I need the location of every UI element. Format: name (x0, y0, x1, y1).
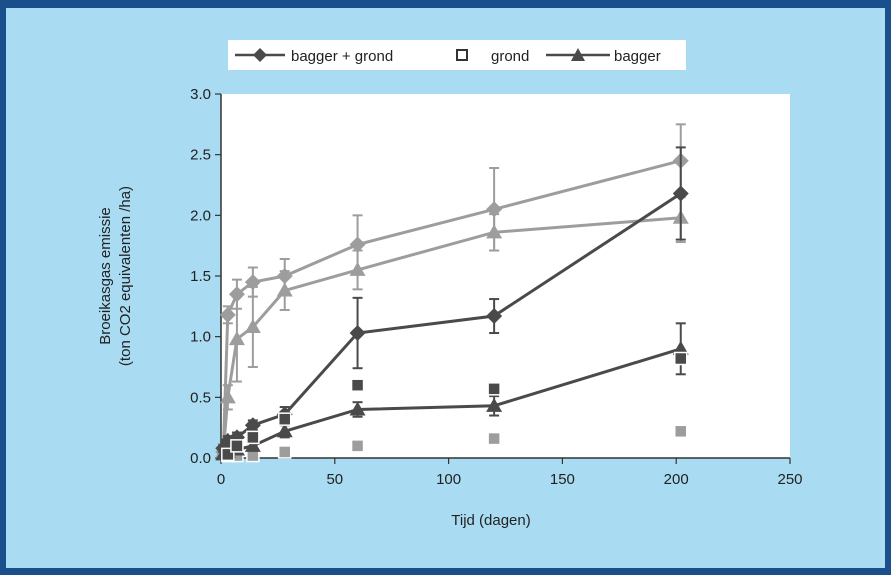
x-tick-label: 250 (777, 471, 802, 488)
data-point-diamond (349, 236, 366, 253)
data-point-square (246, 430, 260, 445)
data-point-triangle (244, 437, 261, 452)
y-axis-title-line-2: (ton CO2 equivalenten /ha) (117, 186, 134, 366)
y-tick-label: 1.0 (190, 329, 211, 346)
data-point-triangle (276, 423, 293, 438)
y-axis-title-line-1: Broeikasgas emissie (97, 207, 114, 345)
data-point-triangle (486, 224, 503, 239)
data-point-triangle (228, 331, 245, 346)
data-point-triangle (349, 401, 366, 416)
legend-marker-diamond-icon (253, 48, 267, 62)
y-tick-label: 3.0 (190, 86, 211, 103)
axes: 0 50 100 150 200 250 0.0 0.5 1.0 1.5 2.0 2.5 3.0 (190, 86, 802, 488)
plot-area (221, 94, 790, 458)
data-point-square (277, 412, 292, 426)
data-point-square (277, 445, 292, 459)
y-tick-label: 1.5 (190, 268, 211, 285)
data-point-square (350, 378, 365, 392)
data-point-diamond (486, 308, 503, 325)
data-point-triangle (349, 261, 366, 276)
y-tick-label: 0.0 (190, 450, 211, 467)
data-point-triangle (244, 318, 261, 333)
x-tick-label: 0 (217, 471, 225, 488)
data-point-triangle (276, 282, 293, 297)
y-tick-label: 2.0 (190, 207, 211, 224)
x-axis-title: Tijd (dagen) (451, 512, 530, 529)
y-tick-label: 2.5 (190, 147, 211, 164)
series-bagger-light (215, 192, 689, 458)
data-point-triangle (219, 389, 236, 404)
chart-svg: bagger + grond grond bagger 0 50 100 150 200… (97, 40, 803, 529)
series-layer (215, 123, 689, 463)
data-point-diamond (349, 325, 366, 342)
data-point-diamond (219, 306, 236, 323)
legend-label-grond: grond (491, 48, 529, 65)
series-grond-dark (221, 351, 688, 462)
data-point-square (674, 424, 688, 439)
data-point-diamond (228, 286, 245, 303)
y-tick-label: 0.5 (190, 389, 211, 406)
x-tick-label: 200 (664, 471, 689, 488)
chart-frame: bagger + grond grond bagger 0 50 100 150 200… (6, 8, 885, 568)
data-point-square (230, 439, 244, 453)
data-point-diamond (672, 185, 689, 202)
data-point-triangle (672, 340, 689, 355)
x-tick-label: 150 (550, 471, 575, 488)
data-point-square (350, 439, 365, 453)
data-point-square (674, 351, 688, 366)
data-point-square (487, 382, 501, 396)
data-point-square (487, 431, 501, 446)
data-point-diamond (244, 417, 261, 434)
data-point-triangle (486, 397, 503, 412)
legend-label-bagger-grond: bagger + grond (291, 48, 393, 65)
x-tick-label: 50 (326, 471, 343, 488)
legend-label-bagger: bagger (614, 48, 661, 65)
legend-marker-square-icon (456, 49, 468, 61)
x-tick-label: 100 (436, 471, 461, 488)
legend: bagger + grond grond bagger (228, 40, 686, 70)
series-line (221, 216, 681, 453)
legend-marker-triangle-icon (571, 48, 585, 61)
